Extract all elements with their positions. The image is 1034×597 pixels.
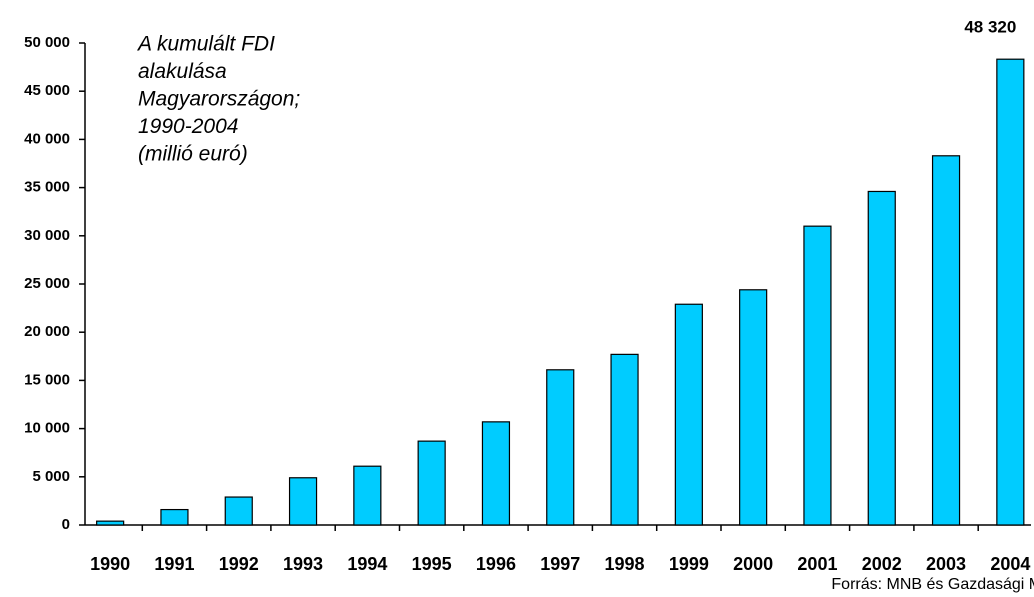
x-tick-label: 1996 (476, 554, 516, 574)
x-tick-label: 1998 (605, 554, 645, 574)
bar (417, 440, 446, 526)
y-tick-label: 25 000 (24, 275, 70, 292)
bar (96, 520, 125, 526)
x-tick-label: 1992 (219, 554, 259, 574)
bar (867, 190, 896, 526)
x-tick-label: 1991 (154, 554, 194, 574)
y-tick-label: 15 000 (24, 371, 70, 388)
bar (288, 477, 318, 526)
bar (224, 496, 253, 526)
y-tick-label: 5 000 (32, 468, 70, 485)
bar (481, 421, 511, 526)
source-note: Forrás: MNB és Gazdasági Minisztérium (831, 576, 1034, 593)
x-tick-label: 1993 (283, 554, 323, 574)
x-tick-label: 1999 (669, 554, 709, 574)
y-tick-label: 50 000 (24, 34, 70, 51)
bar (931, 155, 961, 526)
x-tick-label: 2002 (862, 554, 902, 574)
x-tick-label: 1995 (412, 554, 452, 574)
x-tick-label: 2001 (797, 554, 837, 574)
x-tick-label: 1994 (347, 554, 387, 574)
chart-title: alakulása (138, 60, 227, 83)
y-tick-label: 20 000 (24, 323, 70, 340)
y-tick-label: 40 000 (24, 130, 70, 147)
y-tick-label: 35 000 (24, 179, 70, 196)
bar (803, 225, 832, 526)
x-tick-label: 1990 (90, 554, 130, 574)
x-tick-label: 2000 (733, 554, 773, 574)
x-tick-label: 2004 (990, 554, 1030, 574)
bar (160, 508, 189, 526)
chart-title: 1990-2004 (138, 115, 238, 138)
x-tick-label: 2003 (926, 554, 966, 574)
bar (739, 289, 768, 526)
y-tick-label: 45 000 (24, 82, 70, 99)
bar (353, 465, 382, 526)
chart-title: A kumulált FDI (136, 33, 275, 56)
bar (546, 369, 575, 526)
chart-title: Magyarországon; (138, 88, 300, 111)
x-tick-label: 1997 (540, 554, 580, 574)
chart-title: (millió euró) (138, 143, 248, 166)
bar (996, 58, 1025, 526)
y-tick-label: 0 (62, 516, 70, 533)
y-tick-label: 30 000 (24, 227, 70, 244)
bar (610, 353, 639, 526)
y-tick-label: 10 000 (24, 420, 70, 437)
bar (674, 303, 703, 526)
value-label: 48 320 (964, 17, 1016, 36)
